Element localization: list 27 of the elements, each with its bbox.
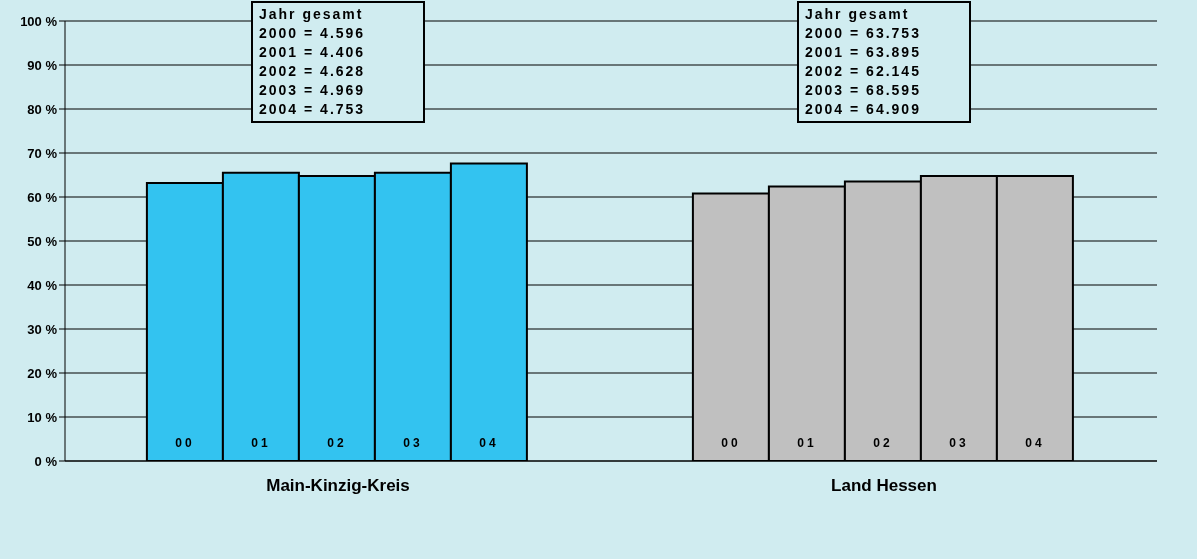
series-label: 02 (327, 436, 347, 450)
annotation: Jahr gesamt 2000 = 63.753 2001 = 63.895 2002 = 62.145 2003 = 68.595 2004 = 64.909 (805, 5, 922, 119)
series-label: 01 (251, 436, 271, 450)
text: 03 (949, 436, 969, 450)
y-tick-label: 70 % (27, 145, 58, 161)
annotation: Jahr gesamt 2000 = 4.596 2001 = 4.406 2002 = 4.628 2003 = 4.969 2004 = 4.753 (259, 5, 367, 119)
text: 04 (1025, 436, 1045, 450)
y-tick-label: 100 % (20, 13, 58, 29)
text: 00 (721, 436, 741, 450)
note-box: Jahr gesamt 2000 = 4.596 2001 = 4.406 2002 = 4.628 2003 = 4.969 2004 = 4.753 (251, 1, 425, 123)
y-tick-label: 60 % (27, 189, 58, 205)
x-tick-label: Land Hessen (831, 476, 937, 496)
y-tick-label: 50 % (27, 233, 58, 249)
text: 02 (873, 436, 893, 450)
y-tick-label: 40 % (27, 277, 58, 293)
y-tick-label: 30 % (27, 321, 58, 337)
series-label: 04 (479, 436, 499, 450)
y-tick-label: 10 % (27, 409, 58, 425)
y-tick-label: 20 % (27, 365, 58, 381)
y-tick-label: 80 % (27, 101, 58, 117)
note-box: Jahr gesamt 2000 = 63.753 2001 = 63.895 2002 = 62.145 2003 = 68.595 2004 = 64.909 (797, 1, 971, 123)
y-tick-label: 90 % (27, 57, 58, 73)
series-label: 03 (403, 436, 423, 450)
series-label: 00 (175, 436, 195, 450)
text: 01 (797, 436, 817, 450)
x-tick-label: Main-Kinzig-Kreis (266, 476, 410, 496)
y-tick-label: 0 % (34, 453, 58, 469)
